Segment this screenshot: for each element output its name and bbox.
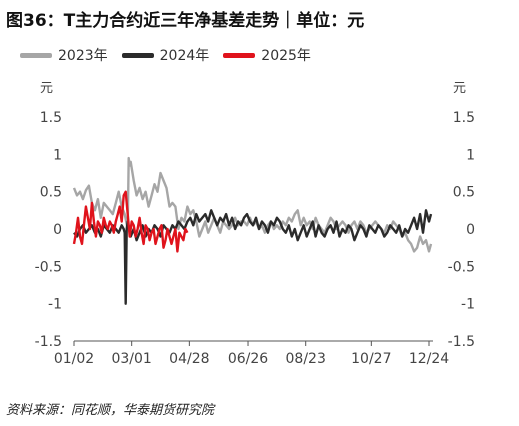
series-layer [72, 156, 433, 305]
x-tick-label: 12/24 [409, 351, 449, 367]
legend-label-2025: 2025年 [261, 48, 311, 64]
y-tick-left: 1.5 [40, 110, 62, 126]
x-tick-label: 10/27 [351, 351, 391, 367]
y-unit-left: 元 [40, 81, 53, 96]
chart-title: 图36：T主力合约近三年净基差走势｜单位：元 [6, 11, 365, 31]
y-tick-right: -1 [461, 297, 475, 313]
legend-item-2025: 2025年 [223, 45, 311, 65]
y-tick-left: -0.5 [35, 259, 62, 275]
x-tick-label: 08/23 [286, 351, 326, 367]
x-tick-label: 04/28 [169, 351, 209, 367]
y-tick-left: -1.5 [35, 334, 62, 350]
x-tick-label: 06/26 [228, 351, 268, 367]
legend-swatch-2025 [223, 52, 256, 58]
legend-label-2024: 2024年 [159, 48, 210, 64]
y-tick-right: 0 [466, 222, 475, 238]
source-note: 资料来源：同花顺，华泰期货研究院 [6, 403, 215, 418]
y-axis-right: 1.5 1 0.5 0 -0.5 -1 -1.5 [448, 110, 475, 350]
x-tick-label: 01/02 [54, 351, 94, 367]
y-tick-left: 0.5 [40, 185, 62, 201]
y-tick-right: -0.5 [448, 259, 475, 275]
y-tick-right: 1.5 [453, 110, 475, 126]
y-axis-left: 1.5 1 0.5 0 -0.5 -1 -1.5 [35, 110, 62, 350]
series-line-2024年 [73, 209, 433, 305]
x-axis: 01/02 03/01 04/28 06/26 08/23 10/27 12/24 [54, 340, 449, 367]
legend-swatch-2024 [121, 52, 154, 58]
legend-swatch-2023 [20, 52, 52, 58]
y-tick-right: -1.5 [448, 334, 475, 350]
y-tick-right: 0.5 [453, 185, 475, 201]
x-tick-label: 03/01 [111, 351, 151, 367]
y-unit-right: 元 [453, 81, 466, 96]
y-tick-left: 0 [53, 222, 62, 238]
legend: 2023年 2024年 2025年 [20, 44, 311, 66]
legend-item-2024: 2024年 [121, 45, 210, 65]
legend-label-2023: 2023年 [58, 48, 108, 64]
y-tick-left: 1 [53, 147, 62, 163]
legend-item-2023: 2023年 [20, 45, 108, 65]
y-tick-right: 1 [466, 147, 475, 163]
y-tick-left: -1 [48, 297, 62, 313]
series-line-2025年 [72, 190, 189, 253]
